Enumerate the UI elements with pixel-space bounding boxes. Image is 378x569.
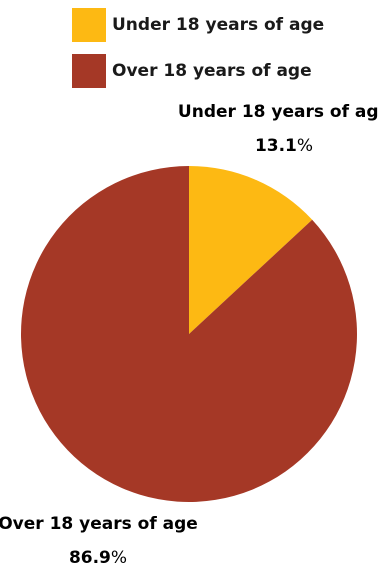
data-label-name-over-18: Over 18 years of age xyxy=(0,514,198,534)
pie-slice-over-18 xyxy=(20,166,357,502)
legend-swatch-under-18 xyxy=(72,8,106,42)
data-label-number-under-18: 13.1 xyxy=(255,136,297,156)
legend-label-over-18: Over 18 years of age xyxy=(112,61,312,81)
chart-legend: Under 18 years of age Over 18 years of a… xyxy=(72,8,324,100)
pie-slice-under-18 xyxy=(189,166,313,334)
data-label-number-over-18: 86.9 xyxy=(69,548,111,568)
legend-item-over-18: Over 18 years of age xyxy=(72,54,324,88)
data-label-unit-over-18: % xyxy=(111,548,127,568)
legend-item-under-18: Under 18 years of age xyxy=(72,8,324,42)
legend-label-under-18: Under 18 years of age xyxy=(112,15,325,35)
data-label-value-over-18: 86.9% xyxy=(69,548,127,568)
data-label-name-under-18: Under 18 years of age xyxy=(178,102,378,122)
data-label-value-under-18: 13.1% xyxy=(255,136,313,156)
pie-slices xyxy=(20,166,357,502)
data-label-unit-under-18: % xyxy=(297,136,313,156)
legend-swatch-over-18 xyxy=(72,54,106,88)
